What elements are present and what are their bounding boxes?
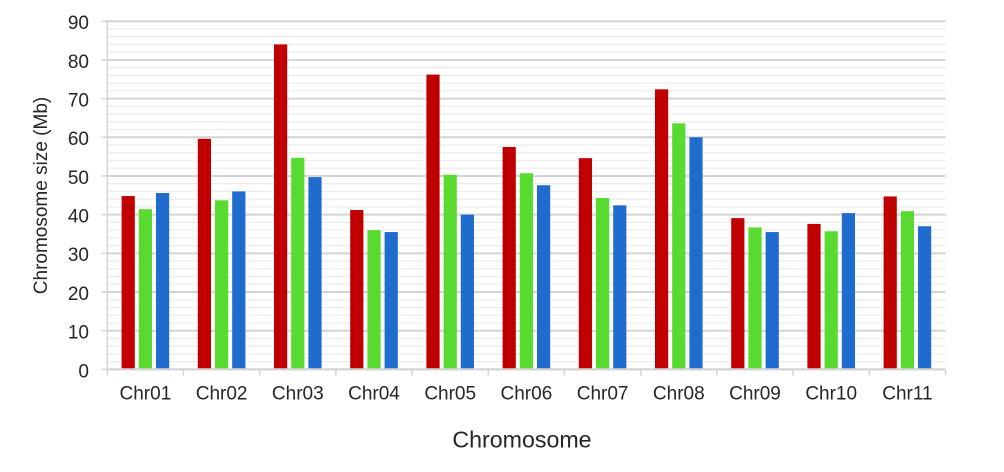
svg-text:Chr06: Chr06	[501, 384, 553, 405]
svg-text:Chr03: Chr03	[272, 384, 324, 405]
svg-text:60: 60	[68, 129, 89, 150]
svg-text:0: 0	[78, 361, 89, 382]
svg-text:30: 30	[68, 245, 89, 266]
svg-text:90: 90	[68, 13, 89, 34]
svg-text:Chr08: Chr08	[653, 384, 705, 405]
svg-text:Chr02: Chr02	[196, 384, 248, 405]
svg-text:Chr10: Chr10	[805, 384, 857, 405]
svg-text:70: 70	[68, 90, 89, 111]
svg-text:10: 10	[68, 323, 89, 344]
svg-text:Chromosome size (Mb): Chromosome size (Mb)	[31, 97, 52, 294]
svg-text:20: 20	[68, 284, 89, 305]
svg-text:Chr01: Chr01	[120, 384, 172, 405]
svg-text:50: 50	[68, 168, 89, 189]
svg-text:Chr05: Chr05	[424, 384, 476, 405]
svg-text:40: 40	[68, 207, 89, 228]
svg-text:Chr11: Chr11	[882, 384, 932, 405]
svg-text:Chr04: Chr04	[348, 384, 400, 405]
svg-text:Chr09: Chr09	[729, 384, 781, 405]
svg-text:80: 80	[68, 52, 89, 73]
svg-text:Chromosome: Chromosome	[452, 427, 591, 453]
svg-text:Chr07: Chr07	[577, 384, 629, 405]
